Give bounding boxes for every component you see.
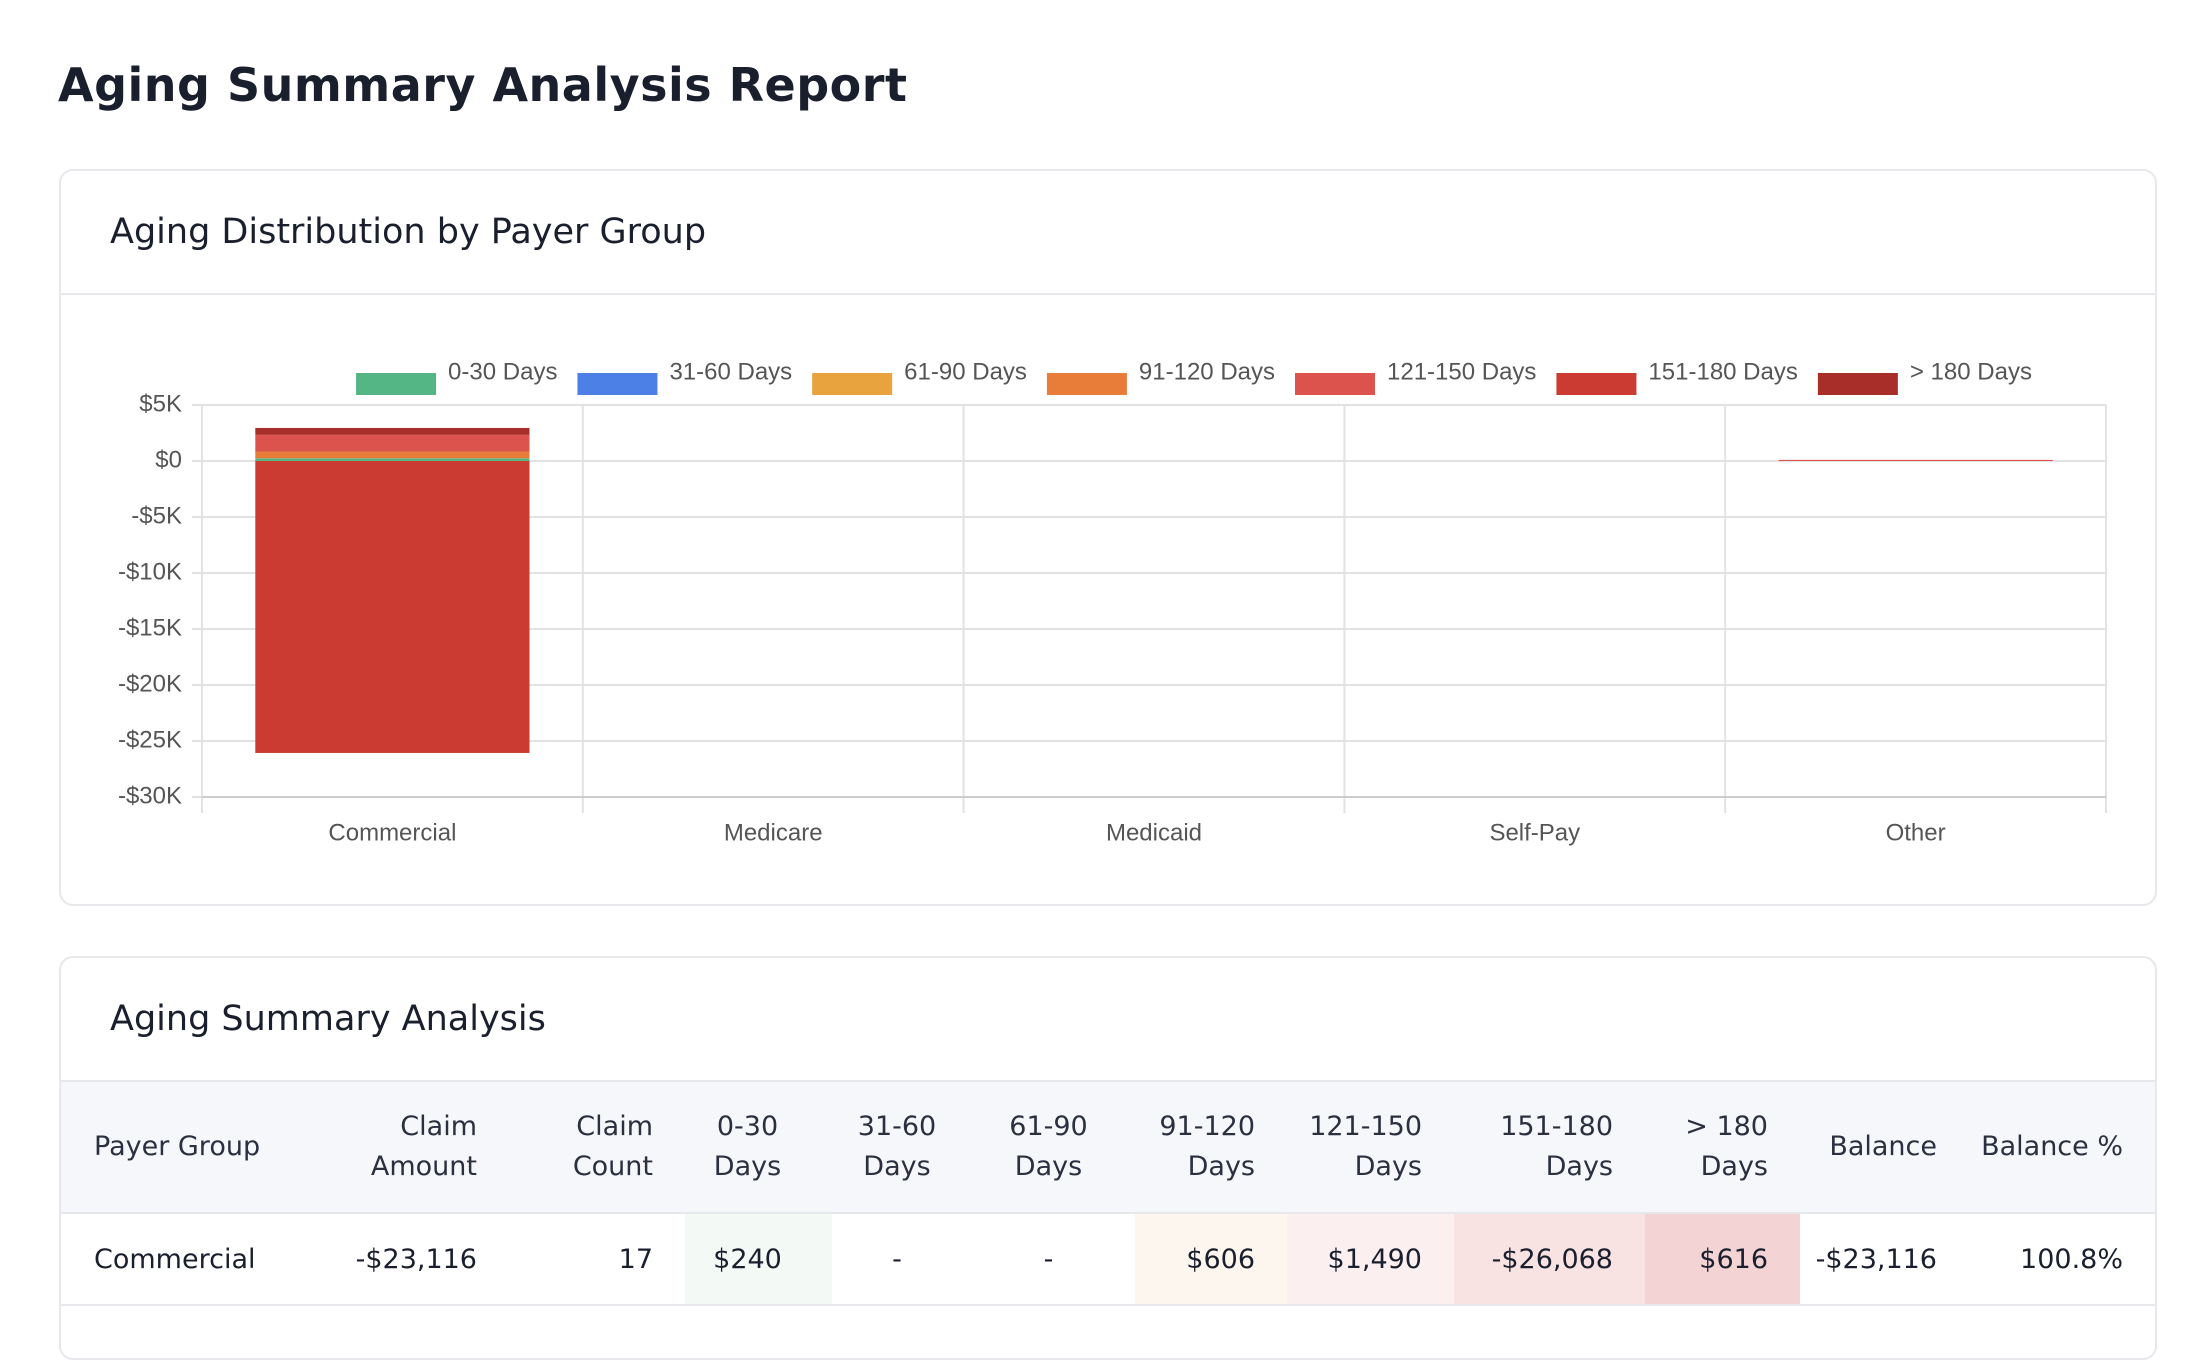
y-tick-label: -$15K	[118, 614, 182, 641]
column-header: Balance %	[1969, 1082, 2155, 1214]
legend-item: > 180 Days	[1817, 358, 2032, 395]
y-tick-label: $5K	[139, 390, 182, 417]
legend-item: 121-150 Days	[1294, 358, 1536, 395]
column-header: 0-30 Days	[685, 1082, 832, 1214]
x-tick-label: Self-Pay	[1489, 819, 1580, 846]
x-tick-label: Commercial	[328, 819, 456, 846]
column-header: 121-150 Days	[1287, 1082, 1454, 1214]
legend-swatch	[577, 373, 658, 395]
table-body: Commercial -$23,116 17 $240- - $606 $1,490 -$26…	[61, 1213, 2155, 1306]
chart-card: Aging Distribution by Payer Group $5K $0 -…	[59, 169, 2157, 906]
table-cell: -$26,068	[1454, 1213, 1645, 1306]
legend: 0-30 Days 31-60 Days 61-90 Days 91-120 Days…	[356, 358, 2032, 395]
x-tick-label: Medicare	[724, 819, 823, 846]
table-cell: $616	[1645, 1213, 1800, 1306]
table-cell: $1,490	[1287, 1213, 1454, 1306]
legend-swatch	[1817, 373, 1898, 395]
page-title: Aging Summary Analysis Report	[58, 58, 908, 112]
column-header: Payer Group	[61, 1082, 340, 1214]
column-header: 151-180 Days	[1454, 1082, 1645, 1214]
legend-item: 91-120 Days	[1046, 358, 1275, 395]
legend-item: 31-60 Days	[577, 358, 792, 395]
bar-segment	[255, 458, 530, 461]
x-tick-label: Medicaid	[1106, 819, 1202, 846]
legend-item: 61-90 Days	[812, 358, 1027, 395]
column-header: Balance	[1800, 1082, 1969, 1214]
legend-swatch	[356, 373, 437, 395]
legend-label: > 180 Days	[1910, 358, 2032, 385]
column-header: 31-60 Days	[832, 1082, 984, 1214]
bar-segment	[255, 434, 530, 452]
column-header: > 180 Days	[1645, 1082, 1800, 1214]
legend-item: 0-30 Days	[356, 358, 557, 395]
y-tick-label: -$30K	[118, 782, 182, 809]
summary-table: Payer Group Claim Amount Claim Count 0-30 D…	[61, 1082, 2155, 1306]
bar-segment	[1778, 459, 2053, 461]
y-tick-label: -$5K	[131, 502, 182, 529]
legend-label: 0-30 Days	[448, 358, 557, 385]
column-header: Claim Count	[509, 1082, 685, 1214]
x-tick-label: Other	[1886, 819, 1946, 846]
page: Aging Summary Analysis Report Aging Dist…	[58, 58, 2157, 1360]
chart-title: Aging Distribution by Payer Group	[61, 171, 2155, 295]
legend-label: 31-60 Days	[669, 358, 792, 385]
legend-label: 151-180 Days	[1648, 358, 1797, 385]
legend-swatch	[1556, 373, 1637, 395]
table-cell: 17	[509, 1213, 685, 1306]
y-tick-label: -$10K	[118, 558, 182, 585]
y-tick-label: -$25K	[118, 726, 182, 753]
y-tick-label: -$20K	[118, 670, 182, 697]
table-cell: -$23,116	[1800, 1213, 1969, 1306]
table-card: Aging Summary Analysis Payer Group Claim …	[59, 956, 2157, 1360]
y-tick-label: $0	[155, 446, 182, 473]
table-cell: $240	[685, 1213, 832, 1306]
column-header: 91-120 Days	[1135, 1082, 1287, 1214]
table-cell: -	[984, 1213, 1135, 1306]
legend-label: 121-150 Days	[1387, 358, 1536, 385]
header-row: Payer Group Claim Amount Claim Count 0-30 D…	[61, 1082, 2155, 1214]
table-cell: 100.8%	[1969, 1213, 2155, 1306]
legend-label: 61-90 Days	[904, 358, 1027, 385]
chart: $5K $0 -$5K -$10K -$15K -$20K -$25K -$30K 0-30 D…	[118, 358, 2107, 846]
table-title: Aging Summary Analysis	[61, 958, 2155, 1082]
column-header: 61-90 Days	[984, 1082, 1135, 1214]
legend-swatch	[1046, 373, 1127, 395]
table-cell: -	[832, 1213, 984, 1306]
bar-segment	[255, 451, 530, 459]
table-row: Commercial -$23,116 17 $240- - $606 $1,490 -$26…	[61, 1213, 2155, 1306]
bar-segment	[255, 461, 530, 753]
table-cell: $606	[1135, 1213, 1287, 1306]
legend-item: 151-180 Days	[1556, 358, 1798, 395]
bar-segment	[255, 427, 530, 435]
legend-swatch	[812, 373, 893, 395]
legend-swatch	[1294, 373, 1375, 395]
table-cell: Commercial	[61, 1213, 340, 1306]
table-cell: -$23,116	[340, 1213, 509, 1306]
legend-label: 91-120 Days	[1139, 358, 1275, 385]
column-header: Claim Amount	[340, 1082, 509, 1214]
